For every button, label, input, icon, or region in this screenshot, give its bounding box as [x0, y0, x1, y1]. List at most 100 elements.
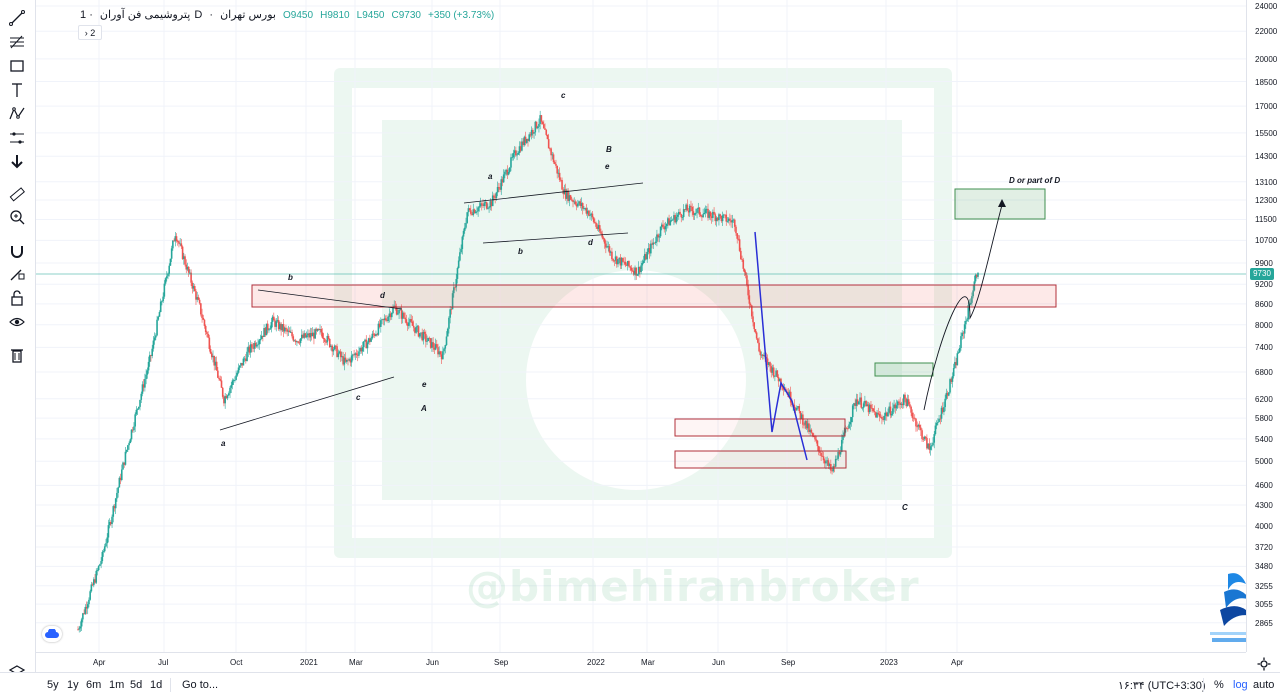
- candle-body: [479, 203, 482, 207]
- candle-body: [903, 394, 905, 406]
- legend-collapse-button[interactable]: › 2: [78, 25, 102, 40]
- legend-symbol[interactable]: پتروشیمی فن آوران: [99, 9, 191, 21]
- candle-body: [450, 309, 453, 311]
- wave-label[interactable]: c: [356, 393, 361, 402]
- support-zone-2[interactable]: [674, 450, 847, 469]
- settings-gear-icon[interactable]: [1257, 657, 1271, 671]
- indicator-count: 2: [90, 27, 96, 38]
- ruler-icon[interactable]: [7, 184, 27, 204]
- wave-label[interactable]: e: [422, 380, 427, 389]
- resistance-zone[interactable]: [251, 284, 1057, 308]
- text-icon[interactable]: [7, 80, 27, 100]
- lock-icon[interactable]: [7, 288, 27, 308]
- wave-label[interactable]: C: [902, 503, 908, 512]
- candle-body: [462, 230, 465, 237]
- percent-toggle[interactable]: %: [1214, 679, 1224, 691]
- candle-body: [777, 377, 780, 382]
- arrow-cursor-icon[interactable]: [7, 151, 27, 171]
- legend-interval[interactable]: 1D: [80, 9, 203, 21]
- candle-body: [545, 129, 548, 135]
- candle-body: [142, 384, 145, 388]
- support-zone-1[interactable]: [674, 418, 846, 437]
- fib-tools-icon[interactable]: [7, 32, 27, 52]
- candle-body: [614, 256, 617, 261]
- range-1m-button[interactable]: 1m: [109, 679, 125, 691]
- zoom-icon[interactable]: [7, 207, 27, 227]
- candle-body: [159, 301, 162, 313]
- rectangle-icon[interactable]: [7, 56, 27, 76]
- candle-body: [204, 325, 207, 333]
- candle-body: [552, 154, 555, 163]
- goto-button[interactable]: Go to...: [182, 679, 219, 691]
- candle-body: [530, 129, 533, 136]
- candle-body: [512, 152, 515, 158]
- candle-body: [727, 218, 730, 221]
- time-axis[interactable]: Apr Jul Oct 2021 Mar Jun Sep 2022 Mar Jun Sep 2023 A…: [36, 652, 1246, 673]
- wave-label[interactable]: e: [605, 162, 610, 171]
- green-zone-small[interactable]: [874, 362, 934, 377]
- clock-timezone[interactable]: ۱۶:۳۴ (UTC+3:30): [1118, 680, 1206, 692]
- candle-body: [589, 215, 591, 216]
- price-tick-label: 3480: [1255, 562, 1273, 572]
- range-1y-button[interactable]: 1y: [67, 679, 79, 691]
- cloud-icon[interactable]: [42, 626, 62, 642]
- candle-body: [292, 336, 295, 341]
- wave-label[interactable]: a: [221, 439, 226, 448]
- candle-body: [473, 209, 476, 214]
- candle-body: [274, 320, 276, 327]
- brand-logo: [1206, 568, 1246, 650]
- range-5d-button[interactable]: 5d: [130, 679, 143, 691]
- wave-label[interactable]: a: [488, 172, 493, 181]
- candle-body: [97, 565, 100, 571]
- candle-body: [455, 278, 458, 288]
- candle-body: [832, 466, 835, 472]
- candle-body: [803, 424, 805, 426]
- candle-body: [834, 458, 837, 467]
- wave-label[interactable]: b: [518, 247, 523, 256]
- candle-body: [136, 408, 139, 410]
- auto-toggle[interactable]: auto: [1253, 679, 1275, 691]
- magnet-icon[interactable]: [7, 241, 27, 261]
- candle-body: [534, 121, 537, 133]
- eye-icon[interactable]: [7, 312, 27, 332]
- candle-body: [972, 290, 974, 297]
- price-axis[interactable]: 24000 22000 20000 18500 17000 15500 14300 13100…: [1246, 0, 1280, 652]
- candle-body: [228, 393, 230, 396]
- candle-body: [625, 264, 628, 266]
- wave-label[interactable]: c: [561, 91, 566, 100]
- wave-label[interactable]: b: [288, 273, 293, 282]
- candle-body: [549, 148, 551, 150]
- prediction-icon[interactable]: [7, 128, 27, 148]
- candle-body: [921, 430, 923, 439]
- price-tick-label: 3055: [1255, 600, 1273, 610]
- candle-body: [299, 338, 302, 344]
- trash-icon[interactable]: [7, 345, 27, 365]
- range-5y-button[interactable]: 5y: [47, 679, 59, 691]
- wave-label[interactable]: B: [606, 145, 612, 154]
- candle-body: [442, 351, 444, 360]
- candle-body: [688, 205, 691, 213]
- wave-label[interactable]: D or part of D: [1009, 176, 1060, 185]
- price-tick-label: 9900: [1255, 258, 1273, 268]
- candle-body: [225, 396, 228, 399]
- candle-body: [485, 202, 488, 209]
- candle-body: [789, 391, 792, 403]
- log-toggle[interactable]: log: [1233, 679, 1248, 691]
- lock-drawing-icon[interactable]: [7, 264, 27, 284]
- candle-body: [933, 434, 936, 443]
- candle-body: [101, 551, 104, 562]
- wave-label[interactable]: d: [380, 291, 386, 300]
- candle-body: [513, 150, 516, 153]
- patterns-icon[interactable]: [7, 104, 27, 124]
- trend-line-icon[interactable]: [7, 8, 27, 28]
- range-6m-button[interactable]: 6m: [86, 679, 102, 691]
- candle-body: [657, 234, 659, 238]
- wave-label[interactable]: d: [588, 238, 594, 247]
- wave-label[interactable]: A: [420, 404, 427, 413]
- candle-body: [116, 492, 118, 499]
- candle-body: [155, 335, 157, 338]
- candle-body: [799, 411, 802, 419]
- range-1d-button[interactable]: 1d: [150, 679, 163, 691]
